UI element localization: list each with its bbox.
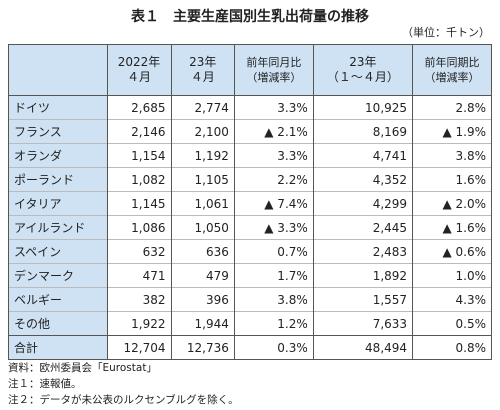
cell: 1.2% [233, 311, 314, 336]
cell: ▲ 1.6% [412, 215, 492, 240]
cell: 479 [170, 263, 235, 288]
row: ドイツ 2,685 2,774 3.3% 10,925 2.8% [8, 95, 492, 120]
cell: 4.3% [412, 287, 492, 312]
unit: （単位：千トン） [402, 26, 490, 39]
cell: 471 [106, 263, 172, 288]
cell: 1,557 [312, 287, 414, 312]
row: 合計 12,704 12,736 0.3% 48,494 0.8% [8, 335, 492, 360]
row: ポーランド 1,082 1,105 2.2% 4,352 1.6% [8, 167, 492, 192]
cell: 4,352 [312, 167, 414, 192]
row-label: イタリア [8, 191, 108, 216]
cell: 3.3% [233, 143, 314, 168]
cell: 2,445 [312, 215, 414, 240]
cell: 1,050 [170, 215, 235, 240]
cell: 2,100 [170, 119, 235, 144]
row: イタリア 1,145 1,061 ▲ 7.4% 4,299 ▲ 2.0% [8, 191, 492, 216]
cell: ▲ 0.6% [412, 239, 492, 264]
cell: 1,145 [106, 191, 172, 216]
cell: 0.5% [412, 311, 492, 336]
column-header [8, 44, 108, 96]
cell: 1,922 [106, 311, 172, 336]
cell: ▲ 1.9% [412, 119, 492, 144]
cell: 12,736 [170, 335, 235, 360]
column-header: 前年同期比 （増減率） [412, 44, 492, 96]
cell: 636 [170, 239, 235, 264]
cell: 0.7% [233, 239, 314, 264]
cell: 1,061 [170, 191, 235, 216]
row-label: その他 [8, 311, 108, 336]
cell: 396 [170, 287, 235, 312]
row: フランス 2,146 2,100 ▲ 2.1% 8,169 ▲ 1.9% [8, 119, 492, 144]
cell: 2,483 [312, 239, 414, 264]
cell: ▲ 2.1% [233, 119, 314, 144]
column-header: 2022年 ４月 [106, 44, 172, 96]
row-label: フランス [8, 119, 108, 144]
row: アイルランド 1,086 1,050 ▲ 3.3% 2,445 ▲ 1.6% [8, 215, 492, 240]
cell: 1,082 [106, 167, 172, 192]
table: 2022年 ４月 23年 ４月 前年同月比 （増減率） 23年 （１～４月） 前年同期比… [8, 44, 492, 360]
row: スペイン 632 636 0.7% 2,483 ▲ 0.6% [8, 239, 492, 264]
cell: 10,925 [312, 95, 414, 120]
cell: 632 [106, 239, 172, 264]
column-header: 23年 ４月 [170, 44, 235, 96]
column-header: 前年同月比 （増減率） [233, 44, 314, 96]
row: ベルギー 382 396 3.8% 1,557 4.3% [8, 287, 492, 312]
cell: 48,494 [312, 335, 414, 360]
cell: ▲ 7.4% [233, 191, 314, 216]
cell: 2,146 [106, 119, 172, 144]
cell: 1,192 [170, 143, 235, 168]
cell: 1,944 [170, 311, 235, 336]
cell: 1.0% [412, 263, 492, 288]
row-label: 合計 [8, 335, 108, 360]
row-label: デンマーク [8, 263, 108, 288]
cell: 1.6% [412, 167, 492, 192]
note: 注２：データが未公表のルクセンブルグを除く。 [8, 394, 239, 406]
cell: 0.8% [412, 335, 492, 360]
row-label: ポーランド [8, 167, 108, 192]
notes: 資料：欧州委員会「Eurostat」 注１：速報値。注２：データが未公表のルクセン… [8, 360, 239, 408]
note: 注１：速報値。 [8, 378, 82, 390]
row-label: スペイン [8, 239, 108, 264]
cell: ▲ 2.0% [412, 191, 492, 216]
row-label: アイルランド [8, 215, 108, 240]
note: 資料：欧州委員会「Eurostat」 [8, 362, 157, 374]
row: その他 1,922 1,944 1.2% 7,633 0.5% [8, 311, 492, 336]
cell: 2.2% [233, 167, 314, 192]
cell: 1.7% [233, 263, 314, 288]
row-label: ドイツ [8, 95, 108, 120]
title: 表１ 主要生産国別生乳出荷量の推移 [131, 9, 369, 25]
cell: 1,105 [170, 167, 235, 192]
cell: 1,892 [312, 263, 414, 288]
row-label: オランダ [8, 143, 108, 168]
row-label: ベルギー [8, 287, 108, 312]
cell: 0.3% [233, 335, 314, 360]
cell: 1,086 [106, 215, 172, 240]
cell: 2.8% [412, 95, 492, 120]
cell: 4,299 [312, 191, 414, 216]
cell: 2,685 [106, 95, 172, 120]
cell: 382 [106, 287, 172, 312]
cell: ▲ 3.3% [233, 215, 314, 240]
cell: 2,774 [170, 95, 235, 120]
cell: 4,741 [312, 143, 414, 168]
row: デンマーク 471 479 1.7% 1,892 1.0% [8, 263, 492, 288]
cell: 7,633 [312, 311, 414, 336]
header-row: 2022年 ４月 23年 ４月 前年同月比 （増減率） 23年 （１～４月） 前年同期比… [8, 44, 492, 96]
column-header: 23年 （１～４月） [312, 44, 414, 96]
row: オランダ 1,154 1,192 3.3% 4,741 3.8% [8, 143, 492, 168]
cell: 12,704 [106, 335, 172, 360]
cell: 3.8% [412, 143, 492, 168]
cell: 3.8% [233, 287, 314, 312]
cell: 3.3% [233, 95, 314, 120]
cell: 1,154 [106, 143, 172, 168]
cell: 8,169 [312, 119, 414, 144]
